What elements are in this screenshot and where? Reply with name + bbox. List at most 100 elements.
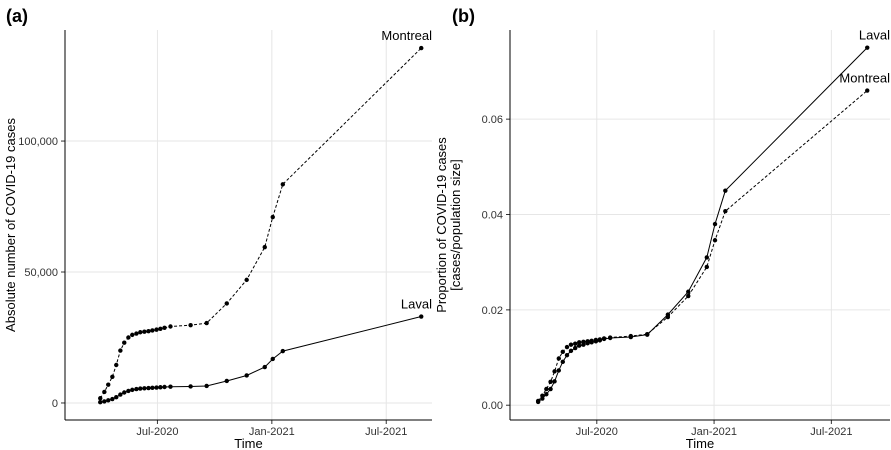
point <box>102 389 107 395</box>
point <box>601 336 607 341</box>
x-tick-label: Jul-2021 <box>810 426 852 438</box>
series-label: Laval <box>859 28 890 43</box>
point <box>162 325 167 331</box>
point <box>865 45 870 50</box>
point <box>188 322 193 328</box>
point <box>134 386 139 392</box>
point <box>158 326 163 332</box>
point <box>150 328 155 333</box>
point <box>270 214 275 220</box>
point <box>142 329 147 334</box>
point <box>270 356 275 362</box>
x-tick-label: Jul-2020 <box>576 426 618 438</box>
point <box>564 344 570 350</box>
point <box>865 88 870 93</box>
point <box>548 386 553 392</box>
series-line <box>537 90 868 402</box>
point <box>564 352 570 358</box>
point <box>280 182 286 187</box>
point <box>204 383 209 389</box>
point <box>280 348 286 354</box>
point <box>593 337 599 343</box>
point <box>244 373 249 378</box>
point <box>544 386 549 392</box>
point <box>98 399 103 405</box>
point <box>154 385 159 390</box>
point <box>224 378 229 384</box>
point <box>544 392 549 397</box>
point <box>556 356 561 361</box>
point <box>204 320 209 326</box>
series-label: Laval <box>401 297 432 312</box>
point <box>645 331 650 337</box>
point <box>419 45 424 51</box>
point <box>607 335 613 340</box>
x-tick-label: Jul-2020 <box>136 426 178 438</box>
series-line <box>99 47 422 399</box>
point <box>548 379 553 385</box>
point <box>535 398 541 404</box>
point <box>573 341 578 346</box>
y-tick-label: 0.06 <box>482 114 503 126</box>
point <box>568 342 574 347</box>
point <box>704 255 710 260</box>
point <box>188 384 193 389</box>
point <box>573 345 578 351</box>
point <box>162 384 167 390</box>
point <box>110 374 115 379</box>
point <box>146 329 151 334</box>
point <box>98 396 103 401</box>
point <box>686 293 691 299</box>
y-tick-label: 0.00 <box>482 400 503 412</box>
y-tick-label: 50,000 <box>24 267 58 279</box>
panel-title: (b) <box>452 6 475 26</box>
point <box>118 392 123 397</box>
point <box>419 314 424 319</box>
point <box>106 382 111 387</box>
panel-title: (a) <box>6 6 28 26</box>
y-axis-label: [cases/population size] <box>448 159 463 291</box>
point <box>540 393 545 398</box>
point <box>723 208 728 214</box>
point <box>560 349 565 355</box>
point <box>597 337 603 342</box>
point <box>138 330 143 335</box>
y-tick-label: 0 <box>52 398 58 410</box>
point <box>712 238 718 243</box>
point <box>556 368 561 373</box>
series-line <box>537 47 868 403</box>
point <box>134 331 139 336</box>
point <box>585 339 590 344</box>
x-tick-label: Jan-2021 <box>691 426 737 438</box>
point <box>576 343 582 348</box>
panel: (a) 0 50,000 100,000 Jul-2020 Jan-2021 Jul-202… <box>3 6 432 450</box>
point <box>704 264 710 270</box>
point <box>122 390 127 395</box>
y-axis-label: Absolute number of COVID-19 cases <box>3 118 18 332</box>
point <box>244 277 249 283</box>
point <box>168 384 173 389</box>
point <box>262 244 267 250</box>
point <box>130 332 135 338</box>
point <box>158 385 163 390</box>
point <box>110 396 115 402</box>
point <box>106 398 111 403</box>
point <box>262 364 267 370</box>
point <box>581 339 586 345</box>
panel: (b) 0.00 0.02 0.04 0.06 Jul-2020 Jan-2021 Jul-2… <box>434 6 890 450</box>
point <box>114 362 119 368</box>
point <box>665 314 671 320</box>
point <box>712 221 718 227</box>
point <box>723 188 728 193</box>
series-label: Montreal <box>839 71 890 86</box>
point <box>154 327 159 332</box>
point <box>568 348 574 354</box>
point <box>589 338 594 344</box>
point <box>118 348 123 353</box>
point <box>552 379 557 384</box>
point <box>146 385 151 391</box>
point <box>168 324 173 329</box>
point <box>686 289 691 294</box>
point <box>138 386 143 391</box>
